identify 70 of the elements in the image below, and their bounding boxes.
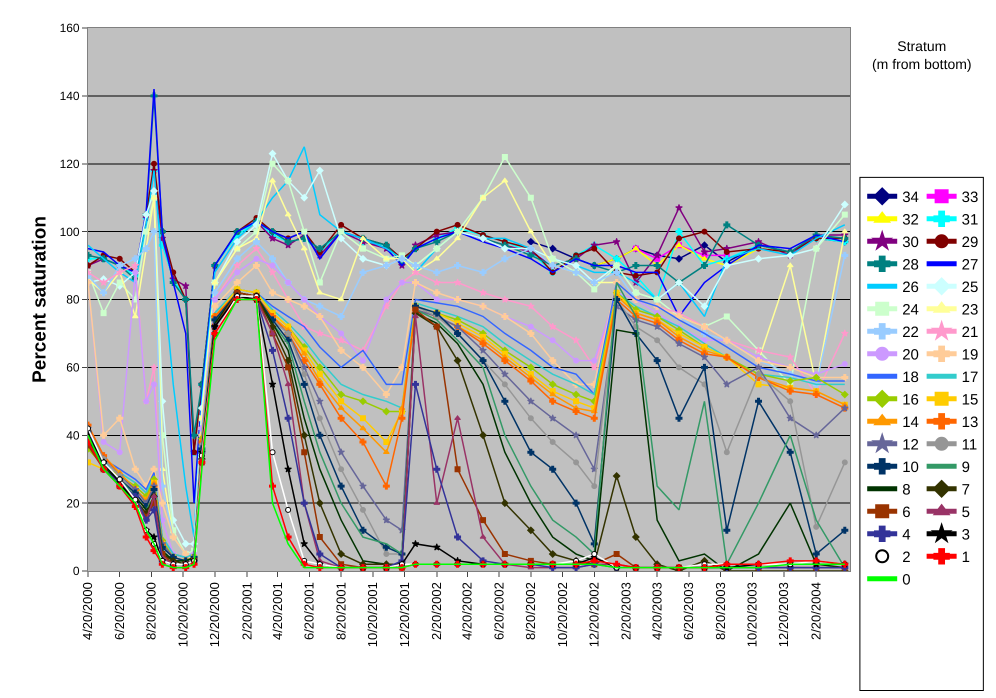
x-tick-label: 2/20/2003	[618, 582, 634, 640]
x-tick-label: 8/20/2001	[333, 582, 348, 640]
x-tick-label: 4/20/2000	[80, 582, 96, 640]
x-tick-label: 12/20/2000	[207, 582, 222, 648]
y-tick-label: 160	[60, 21, 80, 36]
x-tick-label: 4/20/2002	[460, 582, 475, 640]
y-axis-title: Percent saturation	[29, 216, 50, 383]
legend-label: 1	[962, 549, 970, 566]
y-tick-label: 140	[60, 89, 80, 104]
legend-label: 15	[962, 392, 978, 409]
legend-label: 23	[962, 302, 978, 319]
x-tick-label: 8/20/2002	[523, 582, 538, 640]
legend-label: 2	[902, 549, 911, 566]
x-tick-label: 12/20/2003	[776, 582, 792, 648]
x-tick-label: 2/20/2002	[428, 582, 444, 640]
x-tick-label: 4/20/2003	[649, 582, 664, 640]
x-tick-label: 2/20/2001	[239, 582, 254, 640]
x-tick-label: 10/20/2000	[175, 582, 190, 648]
legend-label: 20	[902, 346, 919, 364]
y-tick-label: 20	[66, 496, 80, 510]
legend-label: 19	[962, 346, 978, 364]
legend-label: 34	[902, 189, 919, 206]
x-tick-label: 10/20/2003	[744, 582, 760, 648]
legend-label: 32	[902, 212, 919, 229]
legend-label: 24	[902, 302, 919, 319]
legend-label: 0	[902, 572, 911, 589]
legend-label: 26	[902, 279, 919, 296]
x-tick-label: 6/20/2003	[681, 582, 696, 640]
x-tick-label: 4/20/2001	[270, 582, 285, 640]
legend-title: Stratum (m from bottom)	[872, 38, 972, 72]
x-tick-label: 2/20/2004	[808, 582, 824, 640]
legend-label: 5	[962, 504, 970, 522]
y-tick-label: 40	[66, 428, 80, 442]
legend-label: 14	[902, 414, 919, 432]
legend-label: 21	[962, 324, 978, 342]
legend-label: 11	[962, 436, 978, 454]
y-tick-label: 120	[60, 156, 80, 171]
legend-label: 7	[962, 482, 970, 499]
legend-label: 3	[962, 526, 970, 544]
x-tick-label: 8/20/2000	[144, 582, 159, 640]
legend-label: 29	[962, 234, 978, 252]
legend-label: 16	[902, 392, 919, 409]
x-tick-label: 6/20/2002	[491, 582, 506, 640]
legend-label: 18	[902, 369, 919, 386]
legend-label: 27	[962, 256, 978, 274]
legend-label: 8	[902, 482, 911, 499]
x-tick-label: 8/20/2003	[712, 582, 728, 640]
legend-label: 30	[902, 234, 919, 252]
x-tick-label: 6/20/2001	[302, 582, 317, 640]
legend-label: 33	[962, 189, 978, 206]
y-tick-label: 100	[60, 224, 80, 239]
legend-label: 10	[902, 459, 919, 476]
y-tick-label: 0	[72, 564, 80, 578]
x-tick-label: 6/20/2000	[112, 582, 127, 640]
x-tick-label: 12/20/2002	[586, 582, 602, 648]
legend-label: 9	[962, 459, 970, 476]
y-tick-label: 80	[66, 292, 80, 307]
x-tick-label: 12/20/2001	[396, 582, 412, 648]
legend-label: 4	[902, 526, 911, 544]
legend-label: 28	[902, 256, 919, 274]
x-tick-label: 10/20/2002	[554, 582, 570, 648]
legend-label: 6	[902, 504, 911, 522]
legend-label: 25	[962, 279, 978, 296]
legend-label: 17	[962, 369, 978, 386]
legend-label: 12	[902, 436, 919, 454]
y-tick-label: 60	[66, 360, 80, 375]
legend-label: 22	[902, 324, 919, 342]
legend-label: 31	[962, 212, 978, 229]
x-tick-label: 10/20/2001	[365, 582, 380, 648]
legend-label: 13	[962, 414, 978, 432]
